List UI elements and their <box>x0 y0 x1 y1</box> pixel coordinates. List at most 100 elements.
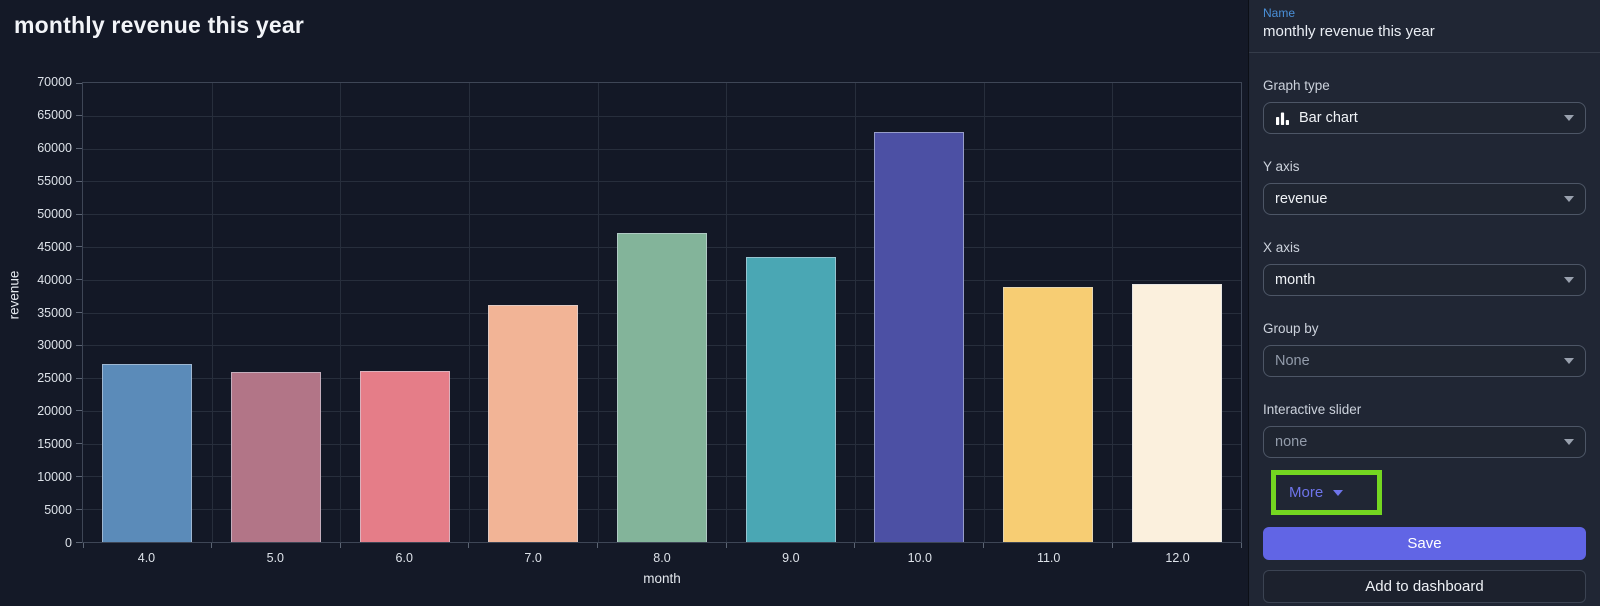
chevron-down-icon <box>1564 358 1574 364</box>
more-chevron-down-icon[interactable] <box>1333 489 1344 496</box>
bar-month-12.0 <box>1131 283 1222 542</box>
x-tick-mark <box>983 543 985 548</box>
y-tick-mark <box>76 82 82 84</box>
y-tick-label: 15000 <box>37 437 72 452</box>
group-by-dropdown[interactable]: None <box>1263 345 1586 377</box>
gridline <box>83 115 1241 117</box>
add-to-dashboard-button[interactable]: Add to dashboard <box>1263 570 1586 603</box>
y-axis-field-label: Y axis <box>1263 159 1300 174</box>
y-tick-mark <box>76 377 82 379</box>
bar-month-11.0 <box>1002 286 1094 542</box>
y-tick-label: 65000 <box>37 107 72 122</box>
x-tick-label: 4.0 <box>137 551 156 565</box>
y-axis-tick-labels: 0 5000 10000 15000 20000 25000 30000 35000 40000… <box>0 75 72 550</box>
y-tick-mark <box>76 180 82 182</box>
bar-month-9.0 <box>745 257 836 542</box>
y-tick-label: 40000 <box>37 272 72 287</box>
bar-chart-plot-area <box>76 82 1242 548</box>
chevron-down-icon <box>1564 439 1574 445</box>
gridline <box>855 83 856 542</box>
y-tick-label: 60000 <box>37 140 72 155</box>
x-tick-mark <box>725 543 727 548</box>
bar-chart-icon <box>1275 111 1290 126</box>
save-button[interactable]: Save <box>1263 527 1586 560</box>
y-tick-label: 35000 <box>37 305 72 320</box>
x-axis-field-label: X axis <box>1263 240 1300 255</box>
y-tick-mark <box>76 279 82 281</box>
x-tick-mark <box>211 543 213 548</box>
y-tick-label: 0 <box>65 536 72 550</box>
x-tick-label: 11.0 <box>1036 551 1061 565</box>
y-tick-mark <box>76 115 82 117</box>
x-tick-label: 6.0 <box>395 551 413 565</box>
graph-type-label: Graph type <box>1263 78 1330 93</box>
group-by-value: None <box>1275 353 1310 369</box>
interactive-slider-field-label: Interactive slider <box>1263 402 1362 417</box>
y-tick-mark <box>76 246 82 248</box>
x-tick-mark <box>82 543 84 548</box>
y-tick-label: 10000 <box>37 470 72 485</box>
y-tick-mark <box>76 443 82 445</box>
y-tick-mark <box>76 508 82 510</box>
bar-month-5.0 <box>230 371 322 542</box>
gridline <box>83 214 1241 216</box>
graph-type-dropdown[interactable]: Bar chart <box>1263 102 1586 134</box>
gridline <box>726 83 728 542</box>
x-tick-mark <box>597 543 599 548</box>
chevron-down-icon <box>1564 115 1574 121</box>
bar-month-7.0 <box>488 304 579 542</box>
x-axis-tick-labels: 4.0 5.0 6.0 7.0 8.0 9.0 10.0 11.0 12.0 <box>82 551 1242 567</box>
x-tick-label: 5.0 <box>266 551 285 565</box>
y-tick-label: 20000 <box>37 404 72 419</box>
bar-month-4.0 <box>102 364 193 542</box>
chart-title: monthly revenue this year <box>14 12 305 38</box>
x-tick-mark <box>1111 543 1113 548</box>
x-axis-dropdown[interactable]: month <box>1263 264 1586 296</box>
more-toggle[interactable]: More <box>1289 484 1324 501</box>
bar-month-6.0 <box>359 370 450 542</box>
group-by-field-label: Group by <box>1263 321 1319 336</box>
name-input[interactable]: monthly revenue this year <box>1263 23 1435 40</box>
y-tick-label: 55000 <box>37 173 72 188</box>
y-tick-mark <box>76 312 82 313</box>
graph-type-value: Bar chart <box>1299 110 1358 126</box>
interactive-slider-dropdown[interactable]: none <box>1263 426 1586 458</box>
y-tick-mark <box>76 213 82 215</box>
name-field-label: Name <box>1263 6 1296 20</box>
gridline <box>597 83 599 542</box>
y-tick-label: 5000 <box>44 503 72 518</box>
y-tick-mark <box>76 344 82 346</box>
gridline <box>340 83 342 542</box>
panel-divider <box>1249 52 1600 53</box>
bar-month-8.0 <box>616 232 708 542</box>
y-tick-label: 50000 <box>37 206 72 221</box>
gridline <box>83 148 1241 150</box>
x-tick-mark <box>1240 543 1242 548</box>
y-tick-label: 70000 <box>37 75 72 89</box>
y-tick-mark <box>76 475 82 477</box>
chevron-down-icon <box>1564 277 1574 283</box>
x-tick-mark <box>339 543 341 548</box>
gridline <box>983 83 985 542</box>
x-axis-value: month <box>1275 272 1316 288</box>
x-tick-label: 12.0 <box>1165 551 1190 565</box>
y-tick-mark <box>76 541 82 543</box>
y-axis-dropdown[interactable]: revenue <box>1263 183 1586 215</box>
x-axis-title: month <box>643 571 681 586</box>
chevron-down-icon <box>1564 196 1574 202</box>
x-tick-label: 9.0 <box>782 551 800 565</box>
y-tick-mark <box>76 148 82 150</box>
bar-month-10.0 <box>874 132 965 542</box>
x-tick-label: 10.0 <box>907 551 932 565</box>
gridline <box>83 181 1241 183</box>
y-tick-label: 25000 <box>37 371 72 386</box>
highlight-box: More <box>1271 470 1383 515</box>
x-tick-label: 7.0 <box>524 551 542 565</box>
gridline <box>1112 83 1114 542</box>
y-axis-value: revenue <box>1275 191 1328 207</box>
interactive-slider-value: none <box>1275 434 1308 450</box>
y-tick-label: 30000 <box>37 338 72 353</box>
gridline <box>469 83 470 542</box>
y-tick-label: 45000 <box>37 239 72 254</box>
